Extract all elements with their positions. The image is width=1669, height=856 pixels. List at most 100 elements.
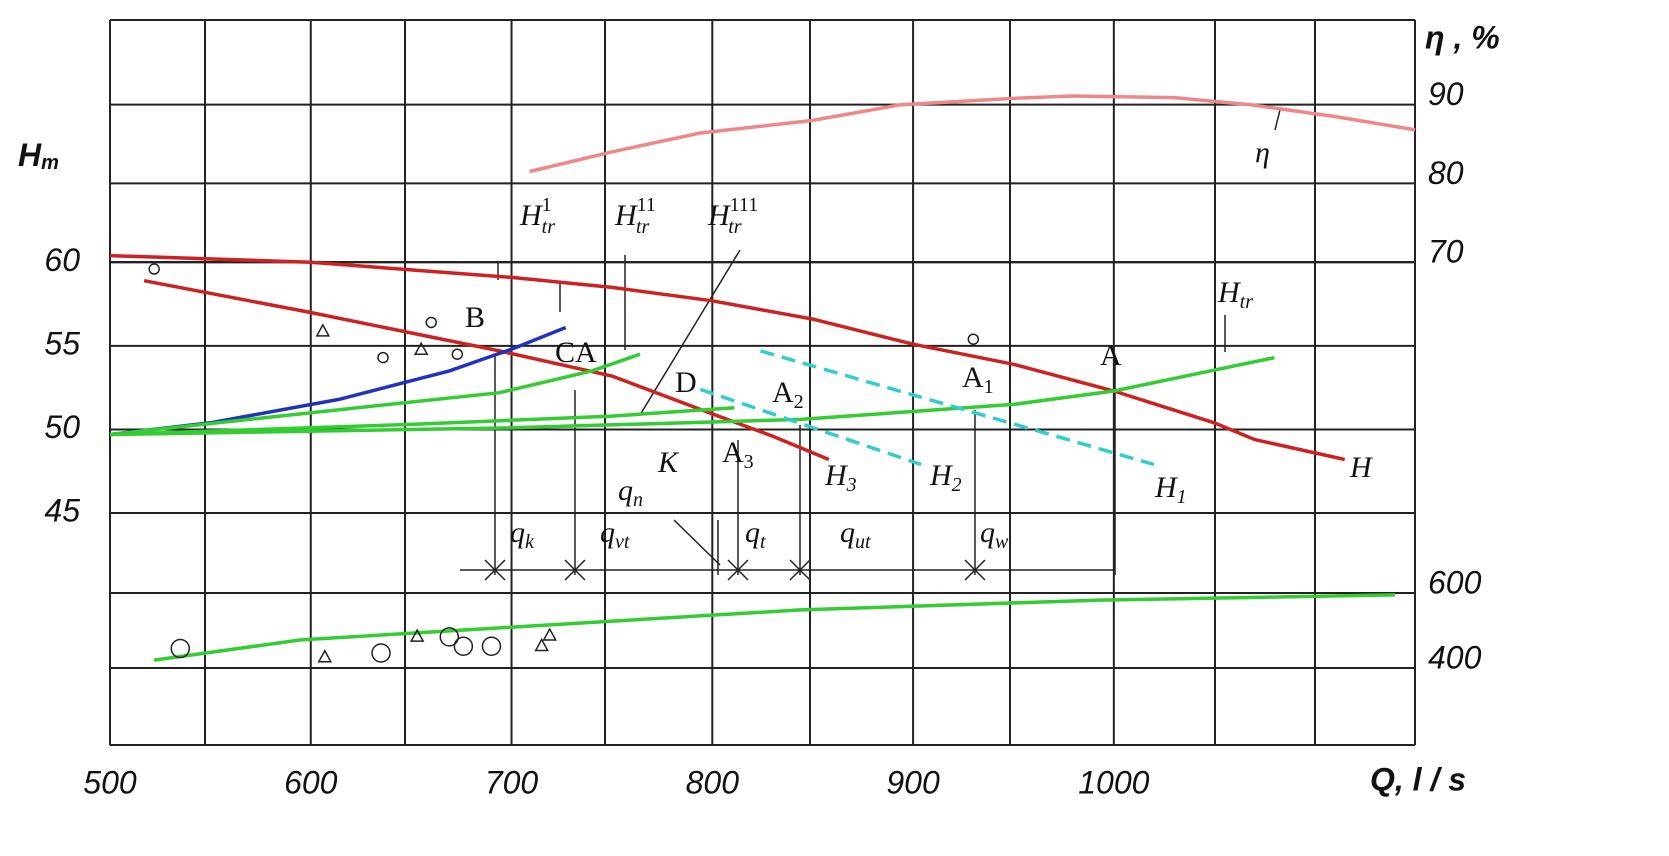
annotation-main: A (722, 436, 744, 469)
point (315, 323, 331, 337)
annotation-main: H (707, 199, 732, 232)
y2-tick-label: 80 (1428, 155, 1464, 191)
point (534, 637, 549, 652)
point (451, 348, 464, 360)
y-axis-title: Hm (18, 137, 59, 174)
annotation-main: A (962, 361, 984, 394)
dimension-lines (460, 109, 1281, 581)
y-tick-label: 60 (44, 242, 80, 278)
annotation-sub: tr (1240, 291, 1254, 313)
annotation-main: A (1100, 339, 1122, 372)
annotation-main: H (1217, 276, 1242, 309)
annotation-sub: 3 (846, 474, 857, 496)
dimension-ticks (484, 559, 986, 581)
annotation-sub: vt (615, 531, 630, 553)
y3-tick-label: 600 (1428, 564, 1482, 600)
point (481, 636, 502, 656)
annotation-main: H (1154, 471, 1179, 504)
annotation: qk (510, 516, 535, 553)
annotation-sup: 1 (542, 194, 552, 216)
annotation: H3 (824, 459, 857, 496)
point (425, 316, 437, 329)
annotation-sub: 3 (744, 451, 754, 473)
point (377, 351, 389, 364)
annotation-sub: tr (636, 216, 650, 238)
y-axis-title-main: H (18, 137, 42, 173)
curve (109, 325, 567, 437)
annotation-main: q (745, 516, 760, 549)
curve (143, 278, 830, 462)
annotation-main: H (519, 199, 544, 232)
y2-tick-label: 90 (1428, 76, 1464, 112)
annotation-main: B (465, 301, 485, 334)
annotation-main: CA (555, 336, 597, 369)
x-tick-label: 900 (886, 764, 940, 800)
curve (529, 94, 1416, 174)
annotation-main: H (614, 199, 639, 232)
annotation-sup: 111 (730, 194, 759, 216)
annotation: Htr (1217, 276, 1253, 313)
annotation-main: q (618, 474, 633, 507)
annotation-main: A (772, 376, 794, 409)
point (967, 333, 980, 345)
annotation: CA (555, 336, 597, 369)
annotation: qn (618, 474, 643, 511)
annotation: D (675, 366, 697, 399)
leader-lines (494, 109, 1281, 575)
annotation-sub: 1 (984, 376, 994, 398)
annotation-main: K (657, 446, 680, 479)
point (439, 627, 460, 647)
annotation-main: D (675, 366, 697, 399)
curve (109, 405, 735, 437)
y-tick-label: 45 (44, 492, 80, 528)
annotation-main: q (510, 516, 525, 549)
y-axis-title-sub: m (41, 152, 59, 174)
annotation: A3 (722, 436, 754, 473)
annotation: H1 tr (519, 194, 555, 238)
annotation-sub: n (633, 489, 643, 511)
curve (699, 387, 922, 467)
x-axis-title: Q, l / s (1370, 761, 1466, 797)
curve (109, 253, 1346, 462)
annotation-main: q (600, 516, 615, 549)
point (453, 636, 474, 656)
y-tick-label: 55 (44, 325, 80, 361)
annotation-main: H (1349, 451, 1374, 484)
annotation-sub: w (995, 531, 1009, 553)
annotation-sub: 1 (1177, 486, 1187, 508)
annotation-sub: tr (728, 216, 742, 238)
y3-tick-label: 400 (1428, 639, 1482, 675)
point (170, 638, 191, 659)
annotation: qw (980, 516, 1009, 553)
grid (110, 19, 1416, 746)
annotation: H1 (1154, 471, 1187, 508)
annotation: A2 (772, 376, 804, 413)
annotation-sub: tr (542, 216, 556, 238)
annotation: qut (840, 516, 871, 553)
annotation: H (1349, 451, 1374, 484)
annotation: K (657, 446, 680, 479)
curve (109, 352, 641, 437)
annotation-main: q (840, 516, 855, 549)
annotation: qt (745, 516, 766, 553)
point (413, 341, 429, 355)
y2-tick-label: 70 (1428, 233, 1464, 269)
curve (109, 355, 1275, 437)
annotation: qvt (600, 516, 630, 553)
annotation: B (465, 301, 485, 334)
curve (760, 349, 1155, 467)
annotation: A (1100, 339, 1122, 372)
point (371, 643, 391, 663)
annotation-main: H (824, 459, 849, 492)
x-tick-label: 600 (284, 764, 338, 800)
annotation-sub: t (760, 531, 766, 553)
annotation-main: q (980, 516, 995, 549)
point (542, 627, 557, 641)
x-tick-label: 800 (686, 764, 740, 800)
x-tick-label: 700 (485, 764, 539, 800)
point (148, 263, 160, 275)
point (317, 649, 333, 663)
annotation: H2 (929, 459, 962, 496)
annotation-sub: 2 (952, 474, 962, 496)
